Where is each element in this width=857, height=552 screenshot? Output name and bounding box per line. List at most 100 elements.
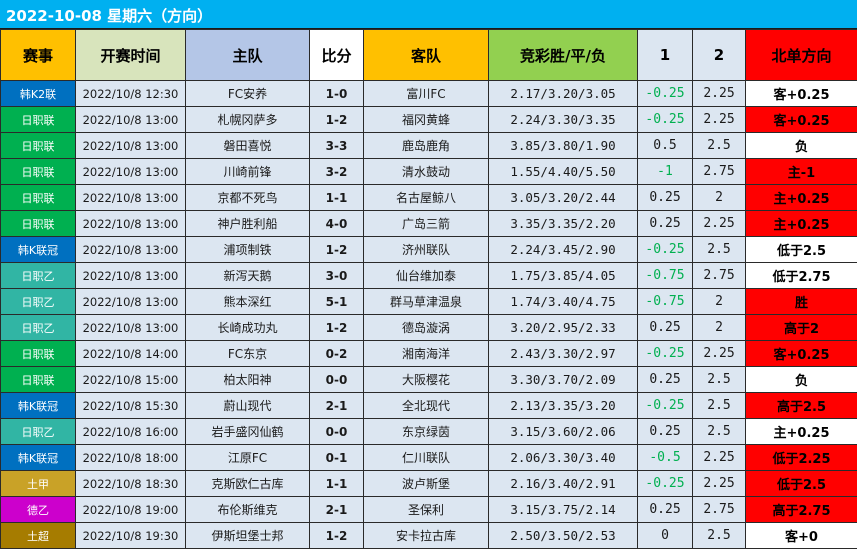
cell-league: 土甲 — [0, 470, 76, 497]
cell-home: 磐田喜悦 — [185, 132, 310, 159]
cell-score: 3-2 — [309, 158, 364, 185]
cell-h2: 2.75 — [692, 496, 746, 523]
cell-dir: 主+0.25 — [745, 418, 857, 445]
cell-odds: 1.55/4.40/5.50 — [488, 158, 638, 185]
cell-h1: -0.25 — [637, 470, 693, 497]
cell-home: 神户胜利船 — [185, 210, 310, 237]
cell-home: 札幌冈萨多 — [185, 106, 310, 133]
cell-home: 京都不死鸟 — [185, 184, 310, 211]
cell-home: FC安养 — [185, 80, 310, 107]
cell-h2: 2.25 — [692, 210, 746, 237]
cell-h1: 0 — [637, 522, 693, 549]
cell-score: 1-2 — [309, 236, 364, 263]
cell-odds: 3.20/2.95/2.33 — [488, 314, 638, 341]
cell-league: 日职联 — [0, 340, 76, 367]
cell-score: 1-1 — [309, 184, 364, 211]
cell-odds: 3.05/3.20/2.44 — [488, 184, 638, 211]
cell-score: 5-1 — [309, 288, 364, 315]
cell-odds: 3.15/3.60/2.06 — [488, 418, 638, 445]
cell-h1: 0.25 — [637, 184, 693, 211]
cell-home: 布伦斯维克 — [185, 496, 310, 523]
table-row: 日职乙 2022/10/8 13:00 长崎成功丸 1-2 德岛漩涡 3.20/2.95/… — [0, 314, 857, 341]
cell-odds: 2.24/3.45/2.90 — [488, 236, 638, 263]
table-row: 韩K联冠 2022/10/8 13:00 浦项制铁 1-2 济州联队 2.24/3.45/… — [0, 236, 857, 263]
cell-odds: 2.50/3.50/2.53 — [488, 522, 638, 549]
cell-time: 2022/10/8 13:00 — [75, 184, 186, 211]
cell-away: 济州联队 — [363, 236, 489, 263]
cell-score: 1-2 — [309, 106, 364, 133]
cell-time: 2022/10/8 19:30 — [75, 522, 186, 549]
cell-time: 2022/10/8 13:00 — [75, 288, 186, 315]
cell-away: 仁川联队 — [363, 444, 489, 471]
cell-time: 2022/10/8 19:00 — [75, 496, 186, 523]
cell-h2: 2.5 — [692, 366, 746, 393]
cell-time: 2022/10/8 13:00 — [75, 262, 186, 289]
cell-h1: 0.25 — [637, 210, 693, 237]
cell-score: 3-0 — [309, 262, 364, 289]
cell-h2: 2.5 — [692, 132, 746, 159]
cell-score: 0-0 — [309, 418, 364, 445]
cell-time: 2022/10/8 15:30 — [75, 392, 186, 419]
table-row: 日职联 2022/10/8 13:00 川崎前锋 3-2 清水鼓动 1.55/4.40/5… — [0, 158, 857, 185]
cell-away: 圣保利 — [363, 496, 489, 523]
header-score: 比分 — [309, 29, 364, 81]
cell-league: 韩K2联 — [0, 80, 76, 107]
cell-away: 富川FC — [363, 80, 489, 107]
cell-dir: 客+0.25 — [745, 80, 857, 107]
cell-time: 2022/10/8 13:00 — [75, 236, 186, 263]
cell-dir: 低于2.5 — [745, 236, 857, 263]
cell-h2: 2.25 — [692, 340, 746, 367]
table-row: 韩K2联 2022/10/8 12:30 FC安养 1-0 富川FC 2.17/3.20/… — [0, 80, 857, 107]
cell-odds: 3.85/3.80/1.90 — [488, 132, 638, 159]
cell-odds: 2.16/3.40/2.91 — [488, 470, 638, 497]
cell-h2: 2 — [692, 288, 746, 315]
header-home: 主队 — [185, 29, 310, 81]
cell-dir: 高于2.5 — [745, 392, 857, 419]
cell-odds: 1.74/3.40/4.75 — [488, 288, 638, 315]
cell-away: 波卢斯堡 — [363, 470, 489, 497]
cell-time: 2022/10/8 13:00 — [75, 210, 186, 237]
cell-odds: 3.35/3.35/2.20 — [488, 210, 638, 237]
table-row: 日职联 2022/10/8 13:00 京都不死鸟 1-1 名古屋鲸八 3.05/3.20… — [0, 184, 857, 211]
cell-league: 日职联 — [0, 184, 76, 211]
cell-odds: 3.30/3.70/2.09 — [488, 366, 638, 393]
cell-away: 德岛漩涡 — [363, 314, 489, 341]
cell-h2: 2 — [692, 314, 746, 341]
cell-league: 日职联 — [0, 132, 76, 159]
cell-score: 2-1 — [309, 392, 364, 419]
table-row: 日职联 2022/10/8 14:00 FC东京 0-2 湘南海洋 2.43/3.30/2… — [0, 340, 857, 367]
cell-home: 蔚山现代 — [185, 392, 310, 419]
cell-league: 日职联 — [0, 106, 76, 133]
cell-away: 名古屋鲸八 — [363, 184, 489, 211]
cell-time: 2022/10/8 16:00 — [75, 418, 186, 445]
cell-h2: 2.5 — [692, 418, 746, 445]
cell-h1: 0.25 — [637, 418, 693, 445]
header-odds: 竞彩胜/平/负 — [488, 29, 638, 81]
cell-league: 韩K联冠 — [0, 392, 76, 419]
cell-home: 浦项制铁 — [185, 236, 310, 263]
cell-h1: -0.75 — [637, 288, 693, 315]
cell-away: 湘南海洋 — [363, 340, 489, 367]
cell-score: 1-0 — [309, 80, 364, 107]
cell-dir: 高于2 — [745, 314, 857, 341]
header-away: 客队 — [363, 29, 489, 81]
cell-odds: 2.17/3.20/3.05 — [488, 80, 638, 107]
table-body: 韩K2联 2022/10/8 12:30 FC安养 1-0 富川FC 2.17/3.20/… — [0, 80, 857, 549]
cell-time: 2022/10/8 13:00 — [75, 314, 186, 341]
cell-dir: 客+0 — [745, 522, 857, 549]
cell-dir: 负 — [745, 132, 857, 159]
header-time: 开赛时间 — [75, 29, 186, 81]
cell-score: 1-2 — [309, 314, 364, 341]
header-league: 赛事 — [0, 29, 76, 81]
cell-dir: 胜 — [745, 288, 857, 315]
table-row: 日职乙 2022/10/8 13:00 熊本深红 5-1 群马草津温泉 1.74/3.40… — [0, 288, 857, 315]
cell-away: 鹿岛鹿角 — [363, 132, 489, 159]
cell-league: 日职乙 — [0, 288, 76, 315]
cell-home: 克斯欧仁古库 — [185, 470, 310, 497]
cell-home: 伊斯坦堡士邦 — [185, 522, 310, 549]
cell-home: 岩手盛冈仙鹤 — [185, 418, 310, 445]
cell-away: 大阪樱花 — [363, 366, 489, 393]
cell-time: 2022/10/8 13:00 — [75, 106, 186, 133]
cell-league: 日职乙 — [0, 418, 76, 445]
